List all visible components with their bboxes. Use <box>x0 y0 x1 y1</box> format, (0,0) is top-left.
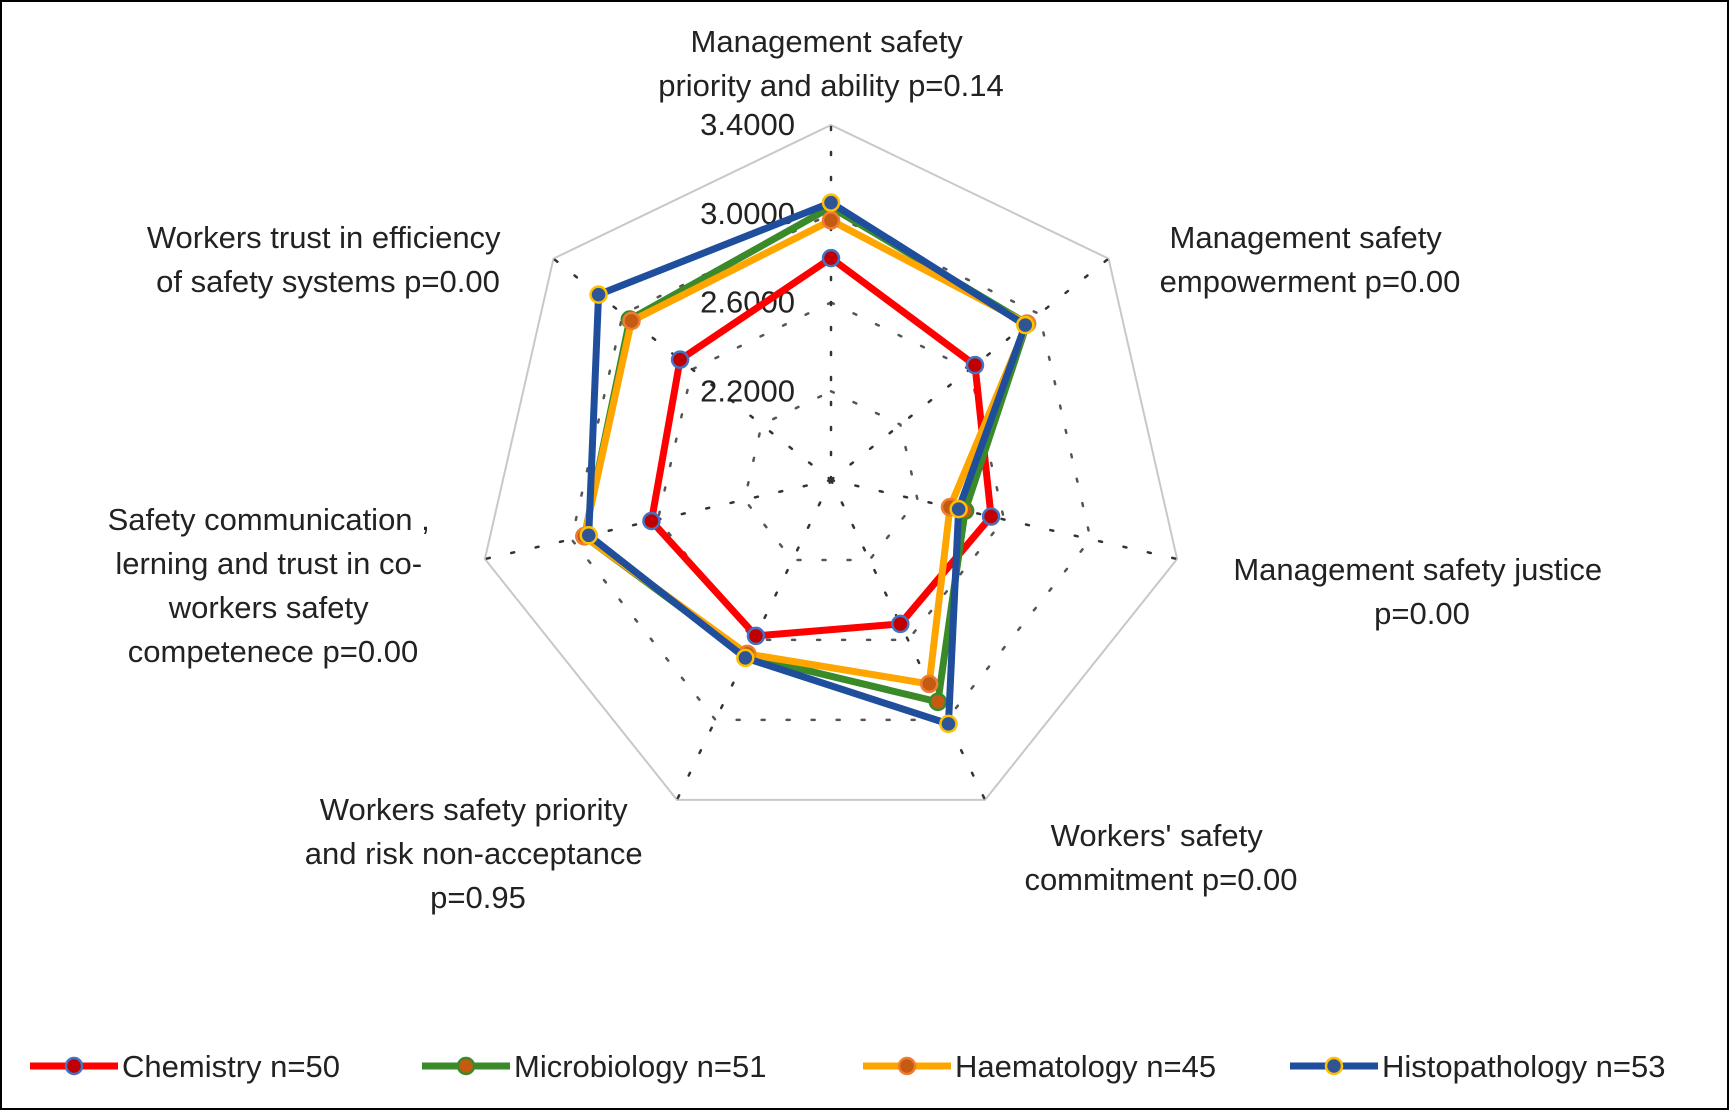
axis-label-management-empowerment: Management safety empowerment p=0.00 <box>1160 220 1461 299</box>
data-point <box>928 692 948 712</box>
grid-ring <box>483 123 1179 801</box>
legend-item-histopathology: Histopathology n=53 <box>1290 1049 1666 1084</box>
axis-label-workers-commitment: Workers' safety commitment p=0.00 <box>1024 818 1297 897</box>
legend-swatch-marker <box>1324 1056 1344 1076</box>
data-point <box>965 355 985 375</box>
axis-labels: Management safety priority and ability p… <box>108 24 1610 915</box>
legend-label: Haematology n=45 <box>955 1049 1216 1084</box>
data-point <box>821 248 841 268</box>
series-histopathology <box>579 193 1035 734</box>
spoke <box>829 478 1179 561</box>
data-point <box>949 499 968 519</box>
legend-item-microbiology: Microbiology n=51 <box>422 1049 766 1084</box>
axis-label-safety-communication: Safety communication , lerning and trust… <box>108 502 439 669</box>
legend-item-chemistry: Chemistry n=50 <box>30 1049 340 1084</box>
data-point <box>642 511 661 531</box>
data-point <box>736 648 755 668</box>
legend-label: Chemistry n=50 <box>122 1049 340 1084</box>
legend-label: Microbiology n=51 <box>514 1049 766 1084</box>
data-point <box>891 614 910 634</box>
data-point <box>622 311 641 331</box>
series-line <box>585 199 1029 728</box>
axis-label-workers-priority: Workers safety priority and risk non-acc… <box>305 792 651 915</box>
series-line <box>580 216 1031 688</box>
data-point <box>821 193 841 212</box>
legend-swatch-marker <box>64 1056 84 1076</box>
legend-swatch-marker <box>456 1056 476 1076</box>
data-point <box>670 350 690 369</box>
axis-label-workers-trust: Workers trust in efficiency of safety sy… <box>147 220 509 299</box>
tick-label: 3.4000 <box>700 107 795 142</box>
series-layer <box>575 193 1037 734</box>
legend: Chemistry n=50 Microbiology n=51 Haemato… <box>30 1049 1666 1084</box>
axis-label-management-justice: Management safety justice p=0.00 <box>1233 552 1610 631</box>
data-point <box>1016 315 1035 335</box>
spoke <box>552 257 833 482</box>
legend-swatch-marker <box>897 1056 917 1076</box>
data-point <box>939 714 958 734</box>
spoke <box>829 478 987 802</box>
legend-item-haematology: Haematology n=45 <box>863 1049 1216 1084</box>
data-point <box>589 285 608 304</box>
data-point <box>579 526 598 545</box>
data-point <box>821 211 841 230</box>
series-line <box>647 254 995 640</box>
legend-label: Histopathology n=53 <box>1382 1049 1666 1084</box>
series-chemistry <box>642 248 1001 646</box>
data-point <box>746 626 766 646</box>
grid-ring <box>570 212 1092 722</box>
axis-label-management-priority: Management safety priority and ability p… <box>658 24 1004 103</box>
data-point <box>919 674 939 694</box>
tick-label: 2.2000 <box>700 373 795 408</box>
grid-ring <box>743 389 919 562</box>
data-point <box>981 507 1001 526</box>
